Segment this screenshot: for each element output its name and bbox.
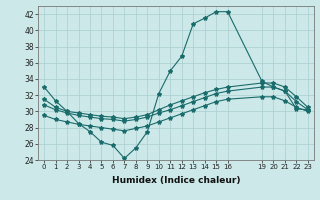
X-axis label: Humidex (Indice chaleur): Humidex (Indice chaleur) [112,176,240,185]
